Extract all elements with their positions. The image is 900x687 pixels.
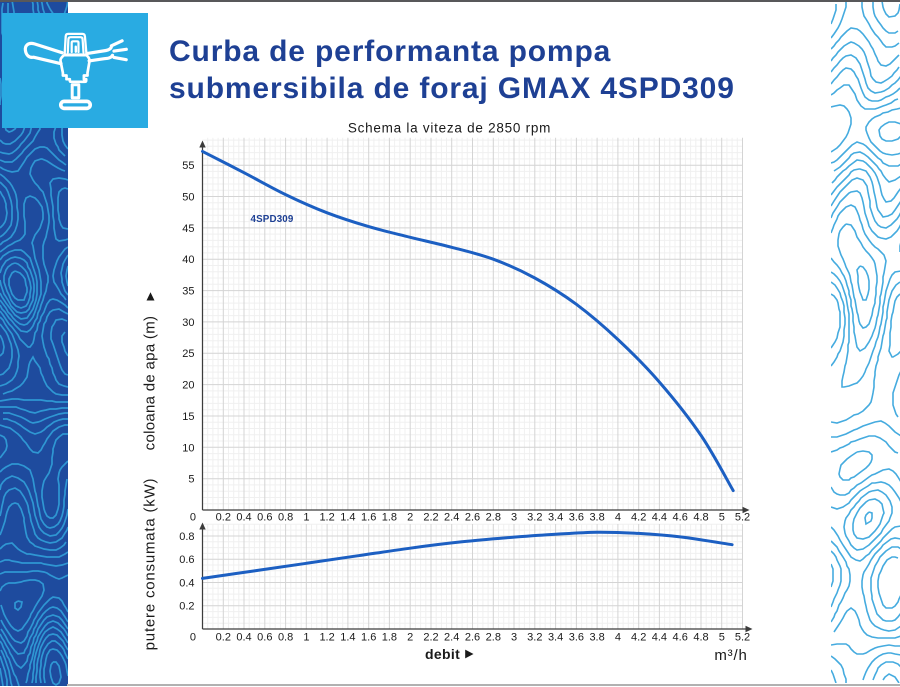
svg-text:5.2: 5.2	[735, 512, 750, 524]
svg-text:15: 15	[182, 411, 194, 423]
svg-text:2.4: 2.4	[444, 512, 459, 524]
svg-text:2.6: 2.6	[465, 632, 480, 644]
svg-text:0.2: 0.2	[179, 601, 194, 613]
svg-text:1.6: 1.6	[361, 512, 376, 524]
svg-text:0.8: 0.8	[179, 531, 194, 543]
svg-text:1: 1	[303, 512, 309, 524]
svg-text:0.4: 0.4	[236, 512, 251, 524]
svg-text:10: 10	[182, 442, 194, 454]
svg-text:5.2: 5.2	[735, 632, 750, 644]
svg-text:2: 2	[407, 632, 413, 644]
svg-text:0: 0	[190, 512, 196, 524]
svg-text:4.4: 4.4	[652, 512, 667, 524]
svg-text:0.4: 0.4	[179, 578, 194, 590]
svg-text:1: 1	[303, 632, 309, 644]
svg-text:3.4: 3.4	[548, 632, 563, 644]
svg-text:0: 0	[190, 632, 196, 644]
svg-text:0.2: 0.2	[216, 632, 231, 644]
svg-text:5: 5	[188, 474, 194, 486]
svg-text:1.4: 1.4	[340, 512, 355, 524]
svg-text:4: 4	[615, 512, 621, 524]
svg-text:2.2: 2.2	[423, 512, 438, 524]
svg-text:5: 5	[719, 632, 725, 644]
svg-text:2.4: 2.4	[444, 632, 459, 644]
svg-text:4.2: 4.2	[631, 632, 646, 644]
svg-text:0.2: 0.2	[216, 512, 231, 524]
svg-text:4.4: 4.4	[652, 632, 667, 644]
svg-text:3: 3	[511, 632, 517, 644]
svg-text:1.2: 1.2	[319, 632, 334, 644]
svg-text:5: 5	[719, 512, 725, 524]
svg-text:coloana de apa (m): coloana de apa (m)	[142, 316, 159, 451]
svg-text:30: 30	[182, 317, 194, 329]
svg-text:45: 45	[182, 223, 194, 235]
svg-text:35: 35	[182, 286, 194, 298]
svg-text:0.6: 0.6	[257, 632, 272, 644]
svg-text:4.6: 4.6	[673, 512, 688, 524]
svg-text:1.8: 1.8	[382, 632, 397, 644]
svg-text:1.2: 1.2	[319, 512, 334, 524]
svg-text:1.4: 1.4	[340, 632, 355, 644]
svg-text:3.2: 3.2	[527, 632, 542, 644]
svg-text:Schema la viteza de 2850 rpm: Schema la viteza de 2850 rpm	[348, 121, 551, 136]
svg-text:4: 4	[615, 632, 621, 644]
svg-text:4.8: 4.8	[693, 512, 708, 524]
svg-text:0.6: 0.6	[179, 554, 194, 566]
svg-text:55: 55	[182, 160, 194, 172]
svg-text:1.6: 1.6	[361, 632, 376, 644]
svg-text:4SPD309: 4SPD309	[251, 214, 294, 225]
svg-text:4.8: 4.8	[693, 632, 708, 644]
svg-text:4.6: 4.6	[673, 632, 688, 644]
svg-text:50: 50	[182, 192, 194, 204]
svg-text:3.2: 3.2	[527, 512, 542, 524]
svg-text:debit: debit	[425, 646, 460, 662]
svg-text:2.8: 2.8	[486, 512, 501, 524]
svg-text:25: 25	[182, 348, 194, 360]
svg-text:m³/h: m³/h	[714, 647, 747, 664]
svg-text:0.8: 0.8	[278, 632, 293, 644]
svg-text:1.8: 1.8	[382, 512, 397, 524]
svg-text:putere consumata (kW): putere consumata (kW)	[142, 478, 159, 651]
svg-text:40: 40	[182, 254, 194, 266]
svg-text:0.8: 0.8	[278, 512, 293, 524]
svg-text:0.6: 0.6	[257, 512, 272, 524]
svg-text:3.8: 3.8	[589, 632, 604, 644]
svg-text:2.6: 2.6	[465, 512, 480, 524]
svg-text:3.8: 3.8	[589, 512, 604, 524]
svg-text:3.4: 3.4	[548, 512, 563, 524]
svg-text:3.6: 3.6	[569, 632, 584, 644]
svg-text:2: 2	[407, 512, 413, 524]
svg-text:3.6: 3.6	[569, 512, 584, 524]
svg-text:4.2: 4.2	[631, 512, 646, 524]
svg-text:2.2: 2.2	[423, 632, 438, 644]
svg-text:20: 20	[182, 380, 194, 392]
svg-text:2.8: 2.8	[486, 632, 501, 644]
svg-text:3: 3	[511, 512, 517, 524]
svg-text:0.4: 0.4	[236, 632, 251, 644]
